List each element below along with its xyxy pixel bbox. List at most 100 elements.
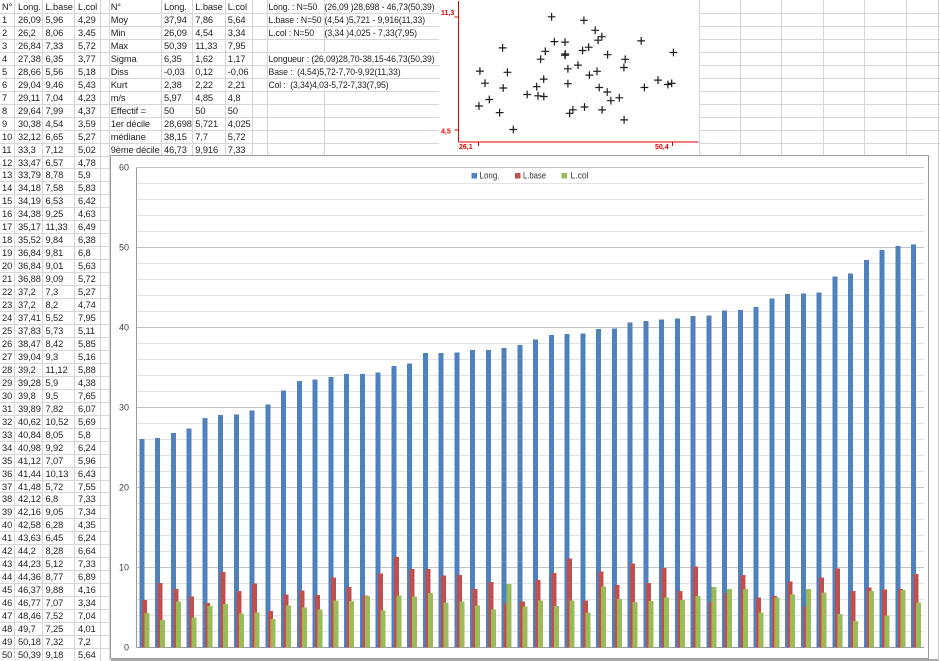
svg-text:5,8: 5,8 xyxy=(78,430,91,440)
svg-text:médiane: médiane xyxy=(111,132,146,142)
svg-text:7,52: 7,52 xyxy=(46,611,64,621)
svg-text:9ème décile: 9ème décile xyxy=(111,145,160,155)
svg-text:Long.: Long. xyxy=(480,171,500,181)
svg-text:5,721: 5,721 xyxy=(195,119,218,129)
svg-text:4,54: 4,54 xyxy=(46,119,64,129)
svg-text:50: 50 xyxy=(2,650,12,660)
svg-text:5,27: 5,27 xyxy=(78,132,96,142)
svg-text:9,25: 9,25 xyxy=(46,209,64,219)
svg-text:5,64: 5,64 xyxy=(78,650,96,660)
svg-text:9,81: 9,81 xyxy=(46,248,64,258)
svg-text:34,19: 34,19 xyxy=(18,196,41,206)
svg-text:Moy: Moy xyxy=(111,15,129,25)
svg-text:Max: Max xyxy=(111,41,129,51)
svg-text:35,17: 35,17 xyxy=(18,222,41,232)
svg-text:4,23: 4,23 xyxy=(78,93,96,103)
svg-text:3: 3 xyxy=(2,41,7,51)
svg-text:2: 2 xyxy=(2,28,7,38)
svg-text:40: 40 xyxy=(2,520,12,530)
svg-text:5,72: 5,72 xyxy=(78,274,96,284)
svg-text:6,89: 6,89 xyxy=(78,572,96,582)
svg-text:N°: N° xyxy=(2,2,13,12)
svg-text:-0,03: -0,03 xyxy=(164,67,185,77)
svg-text:6,07: 6,07 xyxy=(78,404,96,414)
svg-text:4,29: 4,29 xyxy=(78,15,96,25)
svg-text:38: 38 xyxy=(2,494,12,504)
svg-text:5,9: 5,9 xyxy=(78,170,91,180)
svg-text:L.col: L.col xyxy=(228,2,247,12)
svg-text:9,09: 9,09 xyxy=(46,274,64,284)
svg-text:50: 50 xyxy=(119,243,129,253)
svg-text:6,64: 6,64 xyxy=(78,546,96,556)
svg-text:10: 10 xyxy=(119,563,129,573)
svg-text:28,698: 28,698 xyxy=(164,119,192,129)
svg-text:34,38: 34,38 xyxy=(18,209,41,219)
svg-text:5,72: 5,72 xyxy=(46,482,64,492)
svg-text:5,83: 5,83 xyxy=(78,183,96,193)
svg-text:5,85: 5,85 xyxy=(78,339,96,349)
svg-text:26,1: 26,1 xyxy=(459,144,473,151)
svg-text:5,96: 5,96 xyxy=(78,456,96,466)
svg-text:29,04: 29,04 xyxy=(18,80,41,90)
svg-text:1er décile: 1er décile xyxy=(111,119,150,129)
svg-text:6,35: 6,35 xyxy=(164,54,182,64)
svg-text:38,47: 38,47 xyxy=(18,339,41,349)
svg-text:4,85: 4,85 xyxy=(195,93,213,103)
svg-text:3,59: 3,59 xyxy=(78,119,96,129)
svg-text:37,83: 37,83 xyxy=(18,326,41,336)
svg-text:37: 37 xyxy=(2,482,12,492)
svg-text:42,12: 42,12 xyxy=(18,494,41,504)
svg-text:1,17: 1,17 xyxy=(228,54,246,64)
svg-text:7,07: 7,07 xyxy=(46,456,64,466)
svg-text:4,01: 4,01 xyxy=(78,624,96,634)
svg-text:32,12: 32,12 xyxy=(18,132,41,142)
svg-text:19: 19 xyxy=(2,248,12,258)
svg-text:13: 13 xyxy=(2,170,12,180)
svg-text:7,82: 7,82 xyxy=(46,404,64,414)
svg-text:32: 32 xyxy=(2,417,12,427)
svg-text:30,38: 30,38 xyxy=(18,119,41,129)
svg-text:40: 40 xyxy=(119,323,129,333)
svg-text:7,33: 7,33 xyxy=(78,494,96,504)
svg-text:50: 50 xyxy=(164,106,174,116)
svg-text:39,89: 39,89 xyxy=(18,404,41,414)
svg-text:36: 36 xyxy=(2,469,12,479)
svg-text:39: 39 xyxy=(2,507,12,517)
svg-text:16: 16 xyxy=(2,209,12,219)
svg-text:7,95: 7,95 xyxy=(228,41,246,51)
svg-text:L.base: L.base xyxy=(46,2,73,12)
svg-text:44: 44 xyxy=(2,572,12,582)
svg-text:7,99: 7,99 xyxy=(46,106,64,116)
svg-text:7,86: 7,86 xyxy=(195,15,213,25)
svg-text:47: 47 xyxy=(2,611,12,621)
svg-text:m/s: m/s xyxy=(111,93,126,103)
svg-text:41,48: 41,48 xyxy=(18,482,41,492)
svg-text:28,66: 28,66 xyxy=(18,67,41,77)
svg-text:3,45: 3,45 xyxy=(78,28,96,38)
svg-text:60: 60 xyxy=(119,163,129,173)
svg-text:L.base: L.base xyxy=(523,171,546,181)
svg-text:7,07: 7,07 xyxy=(46,598,64,608)
svg-text:38,15: 38,15 xyxy=(164,132,187,142)
svg-text:20: 20 xyxy=(2,261,12,271)
svg-text:2,21: 2,21 xyxy=(228,80,246,90)
svg-text:45: 45 xyxy=(2,585,12,595)
svg-text:5,16: 5,16 xyxy=(78,352,96,362)
svg-text:50: 50 xyxy=(195,106,205,116)
svg-text:41,44: 41,44 xyxy=(18,469,41,479)
svg-text:44,2: 44,2 xyxy=(18,546,36,556)
svg-text:42,58: 42,58 xyxy=(18,520,41,530)
svg-text:28: 28 xyxy=(2,365,12,375)
svg-text:23: 23 xyxy=(2,300,12,310)
svg-text:24: 24 xyxy=(2,313,12,323)
svg-text:48,46: 48,46 xyxy=(18,611,41,621)
svg-text:5,72: 5,72 xyxy=(78,41,96,51)
svg-text:29,11: 29,11 xyxy=(18,93,40,103)
svg-text:Long.: Long. xyxy=(18,2,41,12)
svg-text:40,84: 40,84 xyxy=(18,430,41,440)
svg-text:1: 1 xyxy=(2,15,7,25)
svg-text:41: 41 xyxy=(2,533,12,543)
svg-text:6,53: 6,53 xyxy=(46,196,64,206)
svg-text:Long.: Long. xyxy=(164,2,187,12)
svg-text:15: 15 xyxy=(2,196,12,206)
